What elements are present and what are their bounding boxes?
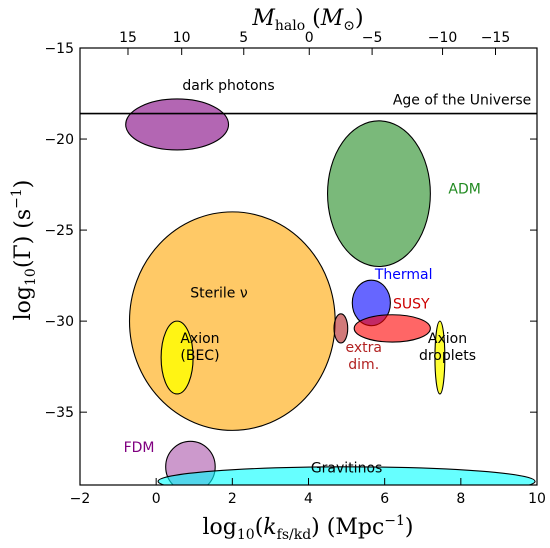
- top-tick-label: −5: [362, 30, 383, 46]
- region-adm: [326, 120, 431, 268]
- x-tick-label: 6: [380, 491, 389, 507]
- x-tick-label: 8: [456, 491, 465, 507]
- x-axis-label: log10(kfs/kd) (Mpc−1): [203, 513, 414, 543]
- region-label-dark-photons: dark photons: [182, 78, 274, 94]
- x-tick-label: 4: [304, 491, 313, 507]
- region-label-fdm: FDM: [124, 440, 155, 456]
- region-label-gravitinos: Gravitinos: [311, 460, 382, 476]
- x-tick-label: −2: [70, 491, 91, 507]
- region-label-sterile: Sterile ν: [190, 285, 248, 301]
- top-tick-label: 10: [173, 30, 191, 46]
- region-susy: [353, 314, 431, 343]
- reference-line-layer: Age of the Universe: [80, 92, 537, 115]
- region-label-axion-droplets: Axion droplets: [419, 331, 476, 364]
- y-tick-label: −25: [44, 223, 74, 239]
- region-gravitinos: [157, 466, 536, 485]
- top-tick-label: 0: [305, 30, 314, 46]
- region-dark-photons: [125, 98, 230, 151]
- region-axion-bec: [160, 320, 194, 395]
- y-tick-label: −15: [44, 41, 74, 57]
- region-label-layer: dark photons ADM Sterile ν Thermal SUSY Axion…: [124, 78, 481, 476]
- region-sterile: [128, 211, 336, 431]
- x-tick-label: 2: [228, 491, 237, 507]
- region-axion-droplets: [434, 320, 446, 395]
- region-extra-dim: [333, 313, 349, 344]
- reference-line-label: Age of the Universe: [393, 92, 531, 108]
- top-axis-label: Mhalo (M⊙): [251, 6, 363, 34]
- top-tick-label: −10: [428, 30, 458, 46]
- region-label-adm: ADM: [448, 182, 480, 198]
- y-tick-label: −30: [44, 314, 74, 330]
- region-label-thermal: Thermal: [374, 267, 433, 283]
- region-label-extra-dim: extra dim.: [345, 340, 381, 373]
- top-tick-label: 15: [119, 30, 137, 46]
- region-label-axion-bec: Axion (BEC): [180, 331, 219, 364]
- x-tick-label: 0: [152, 491, 161, 507]
- top-tick-label: −15: [481, 30, 511, 46]
- x-tick-label: 10: [528, 491, 546, 507]
- y-tick-label: −35: [44, 405, 74, 421]
- y-axis-label: log10(Γ) (s−1): [9, 180, 39, 321]
- y-tick-label: −20: [44, 132, 74, 148]
- region-label-susy: SUSY: [393, 296, 430, 312]
- top-tick-label: 5: [239, 30, 248, 46]
- region-layer: [125, 98, 536, 485]
